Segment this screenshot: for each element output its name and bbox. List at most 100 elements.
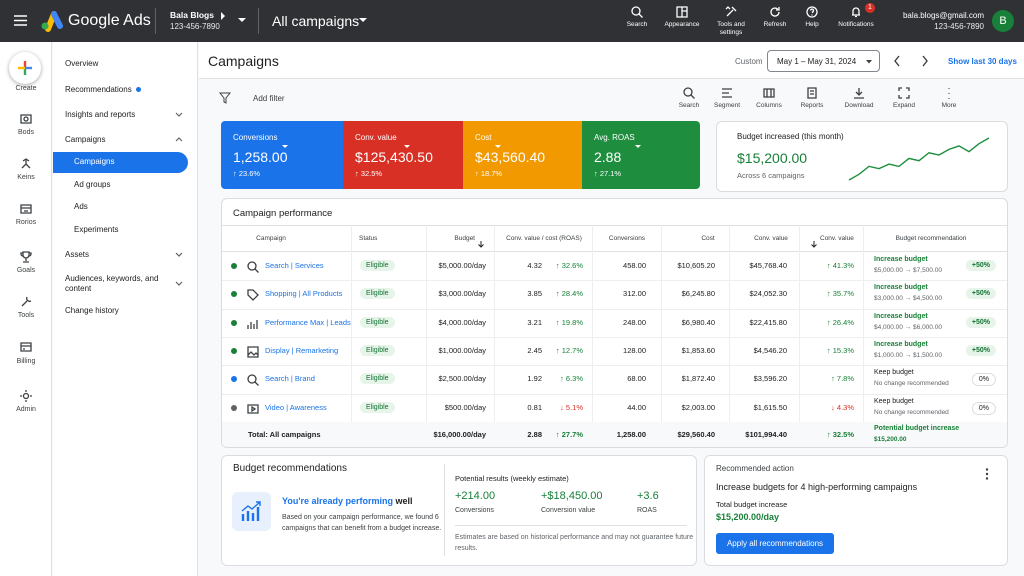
quick-range[interactable]: Show last 30 days	[948, 57, 1017, 66]
nav-item[interactable]: Change history	[65, 306, 119, 315]
rail-label[interactable]: Bods	[18, 129, 34, 136]
create-button[interactable]	[9, 52, 41, 84]
nav-item[interactable]: Campaigns	[65, 135, 106, 144]
column-header[interactable]: Conv. value / cost (ROAS)	[506, 235, 582, 242]
column-header[interactable]: Campaign	[256, 235, 286, 242]
kpi-card[interactable]: Avg. ROAS 2.88 ↑ 27.1%	[582, 121, 700, 189]
nav-item[interactable]: Assets	[65, 250, 90, 259]
kpi-card[interactable]: Cost $43,560.40 ↑ 18.7%	[463, 121, 582, 189]
avatar[interactable]: B	[992, 10, 1014, 32]
rail-label[interactable]: Billing	[16, 358, 36, 365]
active-nav[interactable]	[53, 152, 188, 173]
rail-label[interactable]: Keins	[17, 174, 35, 181]
nav-subitem[interactable]: Campaigns	[74, 157, 115, 166]
total-label: Total budget increase	[716, 500, 788, 509]
cell-roas: 2.88	[527, 429, 542, 439]
tool-icon	[806, 86, 818, 104]
column-header[interactable]: Budget recommendation	[895, 235, 967, 242]
column-header[interactable]: Conv. value	[754, 235, 788, 242]
cell-conv-value: $45,768.40	[749, 261, 787, 271]
cell-roas: 3.85	[527, 289, 542, 299]
campaign-name[interactable]: Shopping | All Products	[265, 289, 343, 299]
metric-value: +214.00	[455, 490, 496, 502]
campaign-name[interactable]: Search | Services	[265, 261, 324, 271]
icon	[806, 6, 818, 18]
row-divider	[222, 365, 1007, 367]
change-badge[interactable]: +50%	[965, 260, 996, 272]
column-divider	[592, 225, 593, 447]
account-name[interactable]: Bala Blogs	[170, 10, 214, 20]
nav-item[interactable]: Recommendations	[65, 85, 132, 94]
rail-label[interactable]: Admin	[16, 406, 36, 413]
tool-label: Reports	[800, 102, 824, 109]
add-filter[interactable]: Add filter	[253, 94, 285, 103]
rail-icon[interactable]	[20, 295, 32, 313]
recommendation-detail: $15,200.00	[874, 435, 907, 443]
rail-icon[interactable]	[20, 389, 32, 407]
tool-icon	[806, 5, 818, 23]
cell-budget: $1,000.00/day	[438, 346, 486, 356]
chart-icon	[241, 501, 261, 521]
campaign-name[interactable]: Display | Remarketing	[265, 346, 339, 356]
header-row	[222, 225, 1007, 252]
note: Estimates are based on historical perfor…	[455, 534, 694, 552]
rail-label[interactable]: Goals	[16, 267, 36, 274]
icon	[21, 296, 32, 307]
kpi-card[interactable]: Conv. value $125,430.50 ↑ 32.5%	[343, 121, 463, 189]
date-picker[interactable]: May 1 – May 31, 2024	[767, 50, 880, 72]
column-header[interactable]: Budget	[454, 235, 475, 242]
more-icon[interactable]	[985, 468, 989, 480]
change-badge[interactable]: +50%	[965, 316, 996, 328]
recommendation-detail: No change recommended	[874, 380, 949, 388]
nav-subitem[interactable]: Ad groups	[74, 180, 111, 189]
campaign-icon	[247, 345, 259, 363]
column-header[interactable]: Conversions	[608, 235, 646, 242]
column-header[interactable]: Conv. value	[820, 235, 854, 242]
rail-label[interactable]: Tools	[17, 312, 35, 319]
nav-item[interactable]: Audiences, keywords, and content	[65, 274, 159, 293]
status-dot	[231, 263, 237, 270]
campaign-name[interactable]: Performance Max | Leads	[265, 317, 351, 327]
rail-icon[interactable]	[20, 202, 32, 220]
nav-subitem[interactable]: Ads	[74, 202, 88, 211]
top-bar: Google Ads Bala Blogs 123-456-7890 All c…	[0, 0, 1024, 42]
icon-shape	[247, 346, 259, 358]
nav-item[interactable]: Insights and reports	[65, 110, 136, 119]
campaign-name[interactable]: Search | Brand	[265, 374, 315, 384]
tool-label: Download	[844, 102, 874, 109]
campaign-name[interactable]: Video | Awareness	[265, 402, 327, 412]
rail-label[interactable]: Rorios	[15, 219, 37, 226]
caret	[866, 60, 872, 64]
date-arrows[interactable]	[894, 55, 928, 67]
tool-label: Segment	[713, 102, 741, 109]
action-headline: Increase budgets for 4 high-performing c…	[716, 482, 918, 492]
arrow	[811, 241, 817, 248]
filter-icon[interactable]	[218, 92, 232, 104]
status-dot	[231, 291, 237, 298]
column-header[interactable]: Cost	[701, 235, 715, 242]
view-selector[interactable]: All campaigns	[272, 13, 360, 29]
change-badge[interactable]: 0%	[971, 401, 996, 415]
change-badge[interactable]: 0%	[971, 373, 996, 387]
apply-button[interactable]: Apply all recommendations	[716, 533, 834, 554]
nav-subitem[interactable]: Experiments	[74, 225, 119, 234]
change-badge[interactable]: +50%	[965, 288, 996, 300]
rail-icon[interactable]	[20, 157, 32, 175]
icon	[247, 319, 258, 329]
icon-shape	[247, 374, 259, 387]
menu-icon[interactable]	[14, 15, 27, 26]
rail-icon[interactable]	[20, 112, 32, 130]
icon-shape	[478, 241, 484, 248]
tool-label: Refresh	[763, 21, 787, 28]
rail-label[interactable]: Create	[15, 85, 37, 92]
change-badge[interactable]: +50%	[965, 345, 996, 357]
icon-shape	[854, 88, 864, 99]
nav-item[interactable]: Overview	[65, 59, 99, 68]
rail-icon[interactable]	[20, 340, 32, 358]
kpi-card[interactable]: Conversions 1,258.00 ↑ 23.6%	[221, 121, 343, 189]
cell-cost: $10,605.20	[677, 261, 715, 271]
column-header[interactable]: Status	[359, 235, 378, 242]
headline-emphasis: You're already performing	[282, 496, 394, 506]
rail-icon[interactable]	[20, 250, 32, 268]
